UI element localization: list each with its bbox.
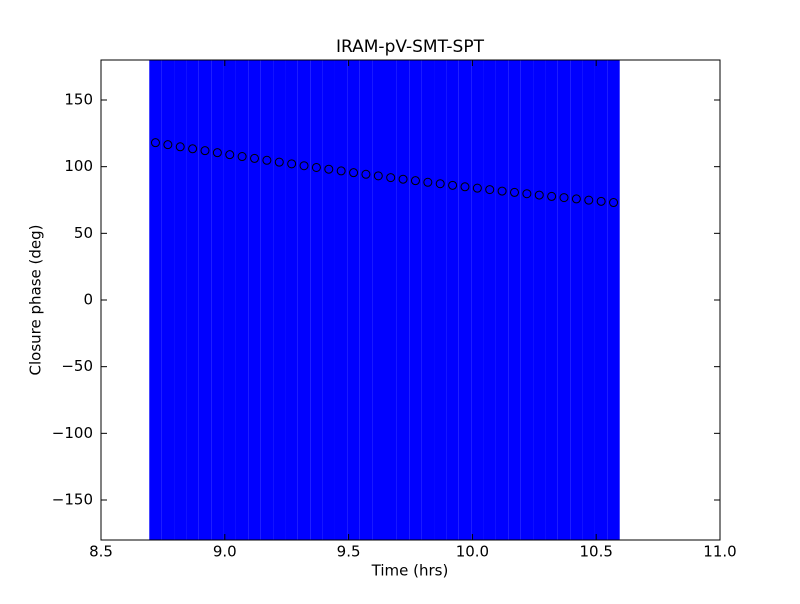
data-point <box>509 187 519 197</box>
x-tick-label: 8.5 <box>89 543 113 561</box>
data-point <box>398 174 408 184</box>
y-tick-label: −150 <box>52 491 93 509</box>
plot-area <box>149 60 620 540</box>
data-point <box>200 146 210 156</box>
data-point <box>212 148 222 158</box>
data-point <box>534 190 544 200</box>
y-tick-label: 150 <box>64 91 93 109</box>
x-tick-label: 10.0 <box>456 543 489 561</box>
data-point <box>336 166 346 176</box>
data-point <box>311 162 321 172</box>
x-tick-label: 11.0 <box>703 543 736 561</box>
y-tick-label: −100 <box>52 424 93 442</box>
data-point <box>349 168 359 178</box>
data-point <box>485 185 495 195</box>
x-tick-label: 10.5 <box>579 543 612 561</box>
x-axis-label: Time (hrs) <box>371 562 449 580</box>
data-point <box>497 186 507 196</box>
chart-title: IRAM-pV-SMT-SPT <box>336 37 485 57</box>
data-point <box>373 171 383 181</box>
x-tick-label: 9.5 <box>337 543 361 561</box>
data-point <box>250 153 260 163</box>
data-point <box>324 164 334 174</box>
data-point <box>175 142 185 152</box>
x-tick-label: 9.0 <box>213 543 237 561</box>
data-point <box>559 193 569 203</box>
data-point <box>274 157 284 167</box>
data-point <box>571 194 581 204</box>
y-tick-label: 50 <box>74 224 93 242</box>
data-point <box>609 198 619 208</box>
data-point <box>287 159 297 169</box>
y-tick-label: 100 <box>64 157 93 175</box>
data-point <box>547 191 557 201</box>
data-point <box>522 189 532 199</box>
data-point <box>386 173 396 183</box>
y-tick-label: −50 <box>61 357 93 375</box>
data-point <box>423 177 433 187</box>
data-point <box>262 155 272 165</box>
data-point <box>472 183 482 193</box>
data-point <box>225 150 235 160</box>
data-point <box>299 161 309 171</box>
data-point <box>410 176 420 186</box>
y-axis-label: Closure phase (deg) <box>27 225 45 376</box>
data-point <box>435 179 445 189</box>
data-point <box>584 195 594 205</box>
data-point <box>460 182 470 192</box>
data-point <box>150 138 160 148</box>
data-point <box>188 144 198 154</box>
data-point <box>361 169 371 179</box>
data-point <box>237 152 247 162</box>
data-point <box>448 180 458 190</box>
data-point <box>163 140 173 150</box>
data-point <box>596 196 606 206</box>
y-tick-label: 0 <box>83 291 93 309</box>
